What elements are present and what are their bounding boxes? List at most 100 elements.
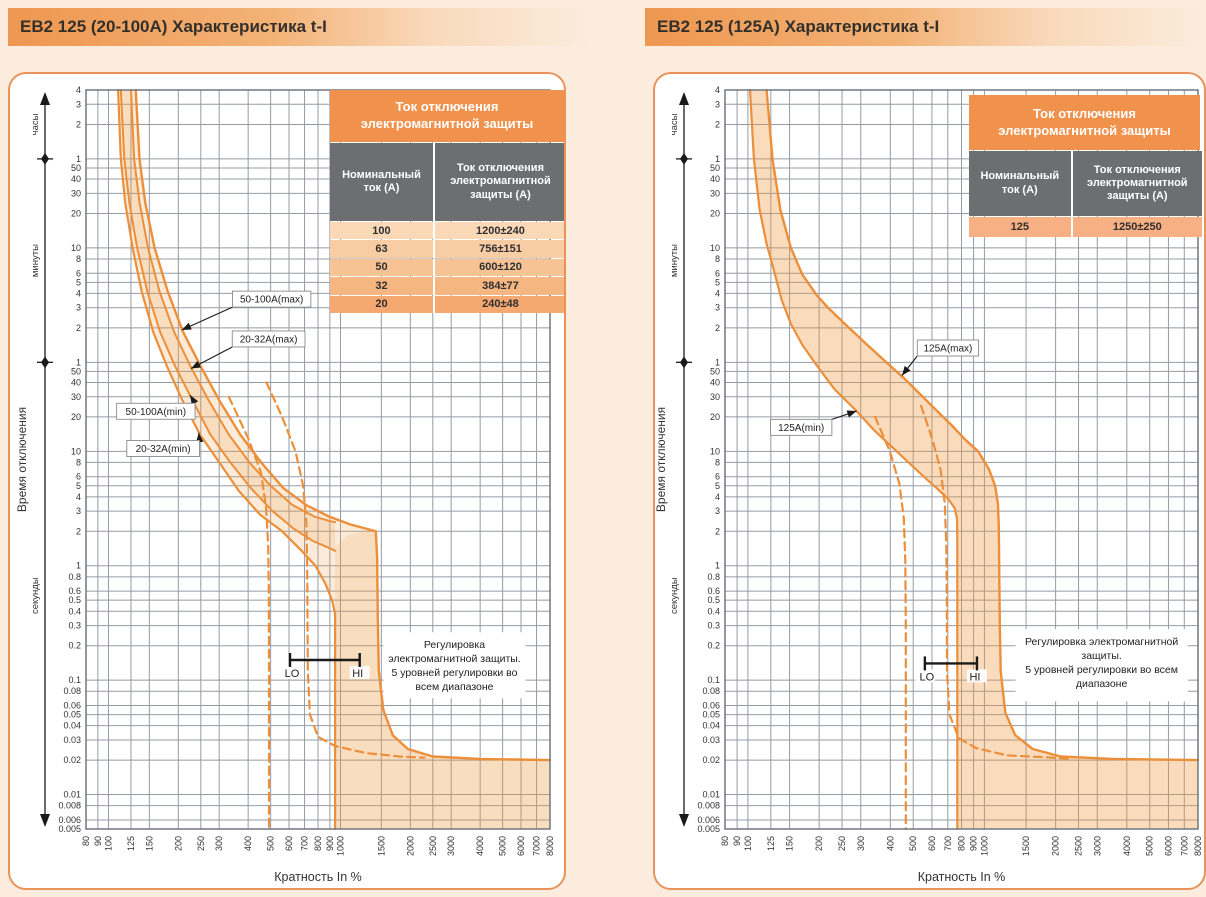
svg-text:10: 10 — [710, 243, 720, 253]
leader-arrowhead-icon — [846, 410, 857, 418]
arrow-down-icon — [40, 814, 50, 827]
svg-text:0.1: 0.1 — [68, 675, 81, 685]
svg-text:200: 200 — [173, 836, 183, 851]
svg-text:2: 2 — [76, 119, 81, 129]
curve-lo-setting-min — [227, 395, 271, 831]
table-cell: 32 — [330, 277, 433, 295]
svg-text:0.005: 0.005 — [58, 824, 81, 834]
region-band-union — [750, 90, 1198, 829]
svg-text:0.06: 0.06 — [702, 701, 720, 711]
leader-arrowhead-icon — [191, 360, 202, 369]
svg-text:700: 700 — [300, 836, 310, 851]
svg-text:0.01: 0.01 — [63, 790, 81, 800]
table-title: Ток отключения электромагнитной защиты — [330, 90, 564, 142]
note-line: всем диапазоне — [415, 681, 493, 693]
svg-text:4: 4 — [76, 288, 81, 298]
svg-text:1000: 1000 — [979, 836, 989, 856]
left-chart-panel: 4 3 2 1 50 40 30 20 10 8 6 5 4 3 2 1 50 40 30 20 10 8 6 5 4 3 2 1 0.… — [8, 72, 566, 890]
svg-text:6000: 6000 — [1163, 836, 1173, 856]
svg-text:3: 3 — [76, 506, 81, 516]
arrow-up-icon — [40, 92, 50, 105]
svg-text:4000: 4000 — [1122, 836, 1132, 856]
svg-text:4000: 4000 — [475, 836, 485, 856]
callout-text: 125A(max) — [923, 344, 972, 355]
svg-text:1: 1 — [715, 561, 720, 571]
diamond-marker-icon — [41, 152, 49, 165]
curve-50-100a-max — [134, 88, 552, 762]
svg-text:8000: 8000 — [1193, 836, 1203, 856]
svg-text:8: 8 — [715, 457, 720, 467]
svg-text:6: 6 — [715, 472, 720, 482]
svg-text:4: 4 — [715, 288, 720, 298]
y-axis-label: Время отключения — [655, 407, 668, 512]
svg-text:90: 90 — [732, 836, 742, 846]
curve-125a-min — [748, 88, 959, 831]
table-cell: 63 — [330, 240, 433, 258]
svg-text:1: 1 — [715, 154, 720, 164]
svg-text:3: 3 — [76, 99, 81, 109]
svg-text:6: 6 — [76, 472, 81, 482]
unit-label-минуты: минуты — [669, 244, 680, 277]
svg-text:3: 3 — [715, 506, 720, 516]
t-i-characteristic-chart: 432150403020108654321504030201086543210.… — [15, 85, 555, 884]
svg-text:7000: 7000 — [532, 836, 542, 856]
svg-text:5: 5 — [715, 481, 720, 491]
svg-text:2: 2 — [715, 323, 720, 333]
x-axis-label: Кратность In % — [274, 870, 361, 884]
svg-text:250: 250 — [196, 836, 206, 851]
table-cell: 384±77 — [434, 277, 564, 295]
svg-text:1: 1 — [76, 357, 81, 367]
curve-125a-max — [765, 88, 1200, 762]
table-col-header: Ток отключения электромагнитной защиты (… — [434, 143, 564, 221]
trip-band-regions — [750, 90, 1198, 829]
x-axis-label: Кратность In % — [918, 870, 1005, 884]
trip-curves — [117, 88, 552, 831]
svg-text:4: 4 — [76, 492, 81, 502]
svg-text:90: 90 — [93, 836, 103, 846]
diamond-marker-icon — [680, 152, 688, 165]
note-line: Регулировка электромагнитной — [1025, 636, 1178, 648]
svg-text:0.006: 0.006 — [697, 815, 720, 825]
lo-hi-adjustment-bracket: LO HI — [280, 653, 370, 680]
svg-text:0.4: 0.4 — [707, 606, 720, 616]
svg-text:0.4: 0.4 — [68, 606, 81, 616]
svg-text:40: 40 — [71, 377, 81, 387]
svg-text:4: 4 — [715, 85, 720, 95]
lo-label: LO — [920, 671, 935, 683]
svg-text:50: 50 — [710, 163, 720, 173]
svg-text:2: 2 — [715, 526, 720, 536]
svg-text:0.008: 0.008 — [697, 801, 720, 811]
svg-text:0.5: 0.5 — [68, 595, 81, 605]
plot-border — [85, 89, 551, 830]
svg-text:200: 200 — [814, 836, 824, 851]
svg-text:0.08: 0.08 — [63, 686, 81, 696]
svg-text:500: 500 — [908, 836, 918, 851]
magnetic-trip-current-table: Ток отключения электромагнитной защиты Но… — [330, 90, 564, 313]
svg-text:8: 8 — [76, 254, 81, 264]
callout-20-32a-min: 20-32A(min) — [126, 432, 204, 457]
curve-lo-setting-max — [265, 381, 426, 759]
svg-text:30: 30 — [71, 392, 81, 402]
unit-label-секунды: секунды — [30, 577, 41, 614]
svg-text:80: 80 — [720, 836, 730, 846]
svg-text:0.008: 0.008 — [58, 801, 81, 811]
table-cell: 756±151 — [434, 240, 564, 258]
table-cell: 50 — [330, 258, 433, 277]
svg-text:0.05: 0.05 — [702, 710, 720, 720]
time-unit-axis: часы минуты секунды — [669, 92, 692, 827]
svg-text:400: 400 — [243, 836, 253, 851]
arrow-up-icon — [679, 92, 689, 105]
svg-text:0.05: 0.05 — [63, 710, 81, 720]
unit-label-минуты: минуты — [30, 244, 41, 277]
right-chart-title-bar: EB2 125 (125A) Характеристика t-I — [645, 8, 1206, 46]
svg-text:400: 400 — [885, 836, 895, 851]
hi-label: HI — [969, 671, 980, 683]
adjustment-note: Регулировка электромагнитной защиты. 5 уро… — [383, 632, 526, 699]
svg-text:5000: 5000 — [498, 836, 508, 856]
time-unit-axis: часы минуты секунды — [30, 92, 53, 827]
table-cell: 125 — [969, 217, 1071, 237]
table-col-header: Номинальный ток (А) — [969, 151, 1071, 216]
leader-arrowhead-icon — [901, 365, 911, 376]
svg-text:800: 800 — [957, 836, 967, 851]
callout-text: 20-32A(max) — [240, 334, 298, 345]
